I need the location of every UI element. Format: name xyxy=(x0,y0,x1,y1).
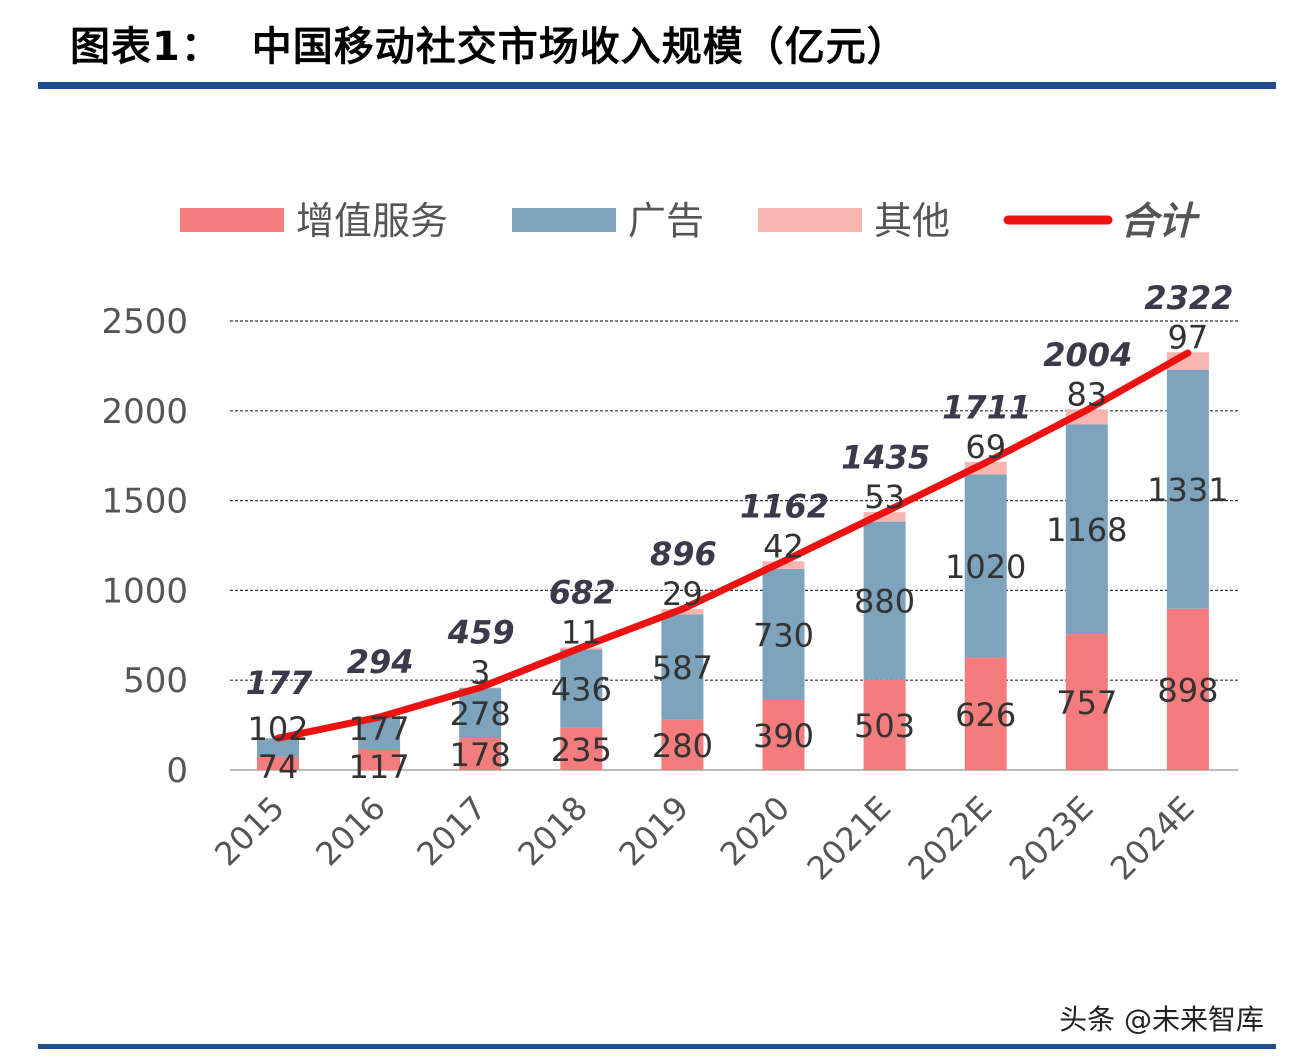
top-rule xyxy=(38,82,1276,89)
data-label-value-added: 898 xyxy=(1157,671,1218,709)
total-label: 459 xyxy=(447,614,515,652)
data-label-ads: 587 xyxy=(652,649,713,687)
data-label-ads: 102 xyxy=(247,710,308,748)
bar-value-added xyxy=(964,657,1007,770)
bar-value-added xyxy=(358,748,401,770)
data-label-value-added: 757 xyxy=(1056,684,1117,722)
data-label-ads: 880 xyxy=(854,583,915,621)
x-tick-label: 2023E xyxy=(1002,789,1101,888)
data-label-other: 42 xyxy=(763,527,804,565)
bar-ads xyxy=(863,521,906,680)
bar-ads xyxy=(1065,424,1108,635)
data-label-value-added: 503 xyxy=(854,707,915,745)
total-line xyxy=(274,349,1192,742)
legend-label: 合计 xyxy=(1120,199,1201,243)
total-label: 682 xyxy=(549,574,616,612)
data-label-value-added: 178 xyxy=(450,736,511,774)
data-label-ads: 177 xyxy=(349,710,410,748)
data-label-ads: 278 xyxy=(450,695,511,733)
bar-ads xyxy=(257,738,299,757)
chart-title: 图表1： 中国移动社交市场收入规模（亿元） xyxy=(70,14,908,72)
bar-value-added xyxy=(863,679,906,770)
data-label-value-added: 235 xyxy=(551,731,612,769)
total-label: 1162 xyxy=(740,487,829,525)
legend-label: 增值服务 xyxy=(296,199,448,243)
total-label: 1435 xyxy=(841,438,930,476)
x-tick-label: 2020 xyxy=(713,789,797,873)
legend-label: 其他 xyxy=(874,199,950,243)
data-label-other: 53 xyxy=(864,478,905,516)
bar-ads xyxy=(1166,369,1209,609)
data-label-value-added: 626 xyxy=(955,696,1016,734)
y-tick-label: 2500 xyxy=(101,302,188,342)
y-tick-label: 1500 xyxy=(101,482,188,522)
total-label: 177 xyxy=(246,664,314,702)
total-label: 2322 xyxy=(1144,279,1233,317)
x-tick-label: 2022E xyxy=(901,789,1000,888)
data-label-value-added: 390 xyxy=(753,717,814,755)
bar-value-added xyxy=(1065,634,1108,770)
legend-swatch xyxy=(512,208,616,232)
bar-value-added xyxy=(560,727,603,770)
y-tick-label: 2000 xyxy=(101,392,188,432)
y-tick-label: 1000 xyxy=(101,571,188,611)
bar-other xyxy=(863,512,906,522)
data-label-value-added: 117 xyxy=(349,748,410,786)
bar-value-added xyxy=(762,699,805,770)
data-label-other: 97 xyxy=(1168,318,1209,356)
watermark: 头条 @未来智库 xyxy=(1059,1003,1264,1036)
total-label: 294 xyxy=(347,643,414,681)
bar-ads xyxy=(964,474,1007,658)
data-label-ads: 1331 xyxy=(1147,471,1228,509)
data-label-other: 3 xyxy=(470,654,490,692)
data-label-ads: 1168 xyxy=(1046,511,1127,549)
legend-label: 广告 xyxy=(628,199,704,243)
bar-value-added xyxy=(459,738,502,770)
figure-title: 中国移动社交市场收入规模（亿元） xyxy=(251,24,908,70)
data-label-ads: 436 xyxy=(551,671,612,709)
data-label-other: 69 xyxy=(965,428,1006,466)
x-tick-label: 2015 xyxy=(207,789,291,873)
data-label-value-added: 280 xyxy=(652,727,713,765)
x-tick-label: 2016 xyxy=(308,789,392,873)
legend-swatch xyxy=(180,208,284,232)
total-label: 1711 xyxy=(942,389,1031,427)
bar-value-added xyxy=(257,756,299,770)
x-tick-label: 2017 xyxy=(409,789,493,873)
figure-label: 图表1： xyxy=(70,24,222,70)
data-label-ads: 730 xyxy=(753,616,814,654)
data-label-other: 29 xyxy=(662,575,703,613)
x-tick-label: 2018 xyxy=(511,789,595,873)
x-tick-label: 2024E xyxy=(1103,789,1202,888)
total-label: 2004 xyxy=(1043,336,1132,374)
bar-ads xyxy=(661,614,704,720)
bar-value-added xyxy=(1166,608,1209,770)
bar-ads xyxy=(459,688,502,739)
legend-swatch xyxy=(758,208,862,232)
bar-ads xyxy=(560,649,603,728)
data-label-value-added: 74 xyxy=(258,748,299,786)
data-label-ads: 1020 xyxy=(945,548,1026,586)
bar-value-added xyxy=(661,719,704,770)
data-label-other: 11 xyxy=(561,614,602,652)
bottom-rule xyxy=(38,1044,1276,1049)
bar-ads xyxy=(762,568,805,700)
y-tick-label: 0 xyxy=(166,751,188,791)
total-label: 896 xyxy=(650,535,717,573)
data-label-other: 83 xyxy=(1066,375,1107,413)
x-tick-label: 2019 xyxy=(612,789,696,873)
y-tick-label: 500 xyxy=(123,661,188,701)
x-tick-label: 2021E xyxy=(800,789,899,888)
